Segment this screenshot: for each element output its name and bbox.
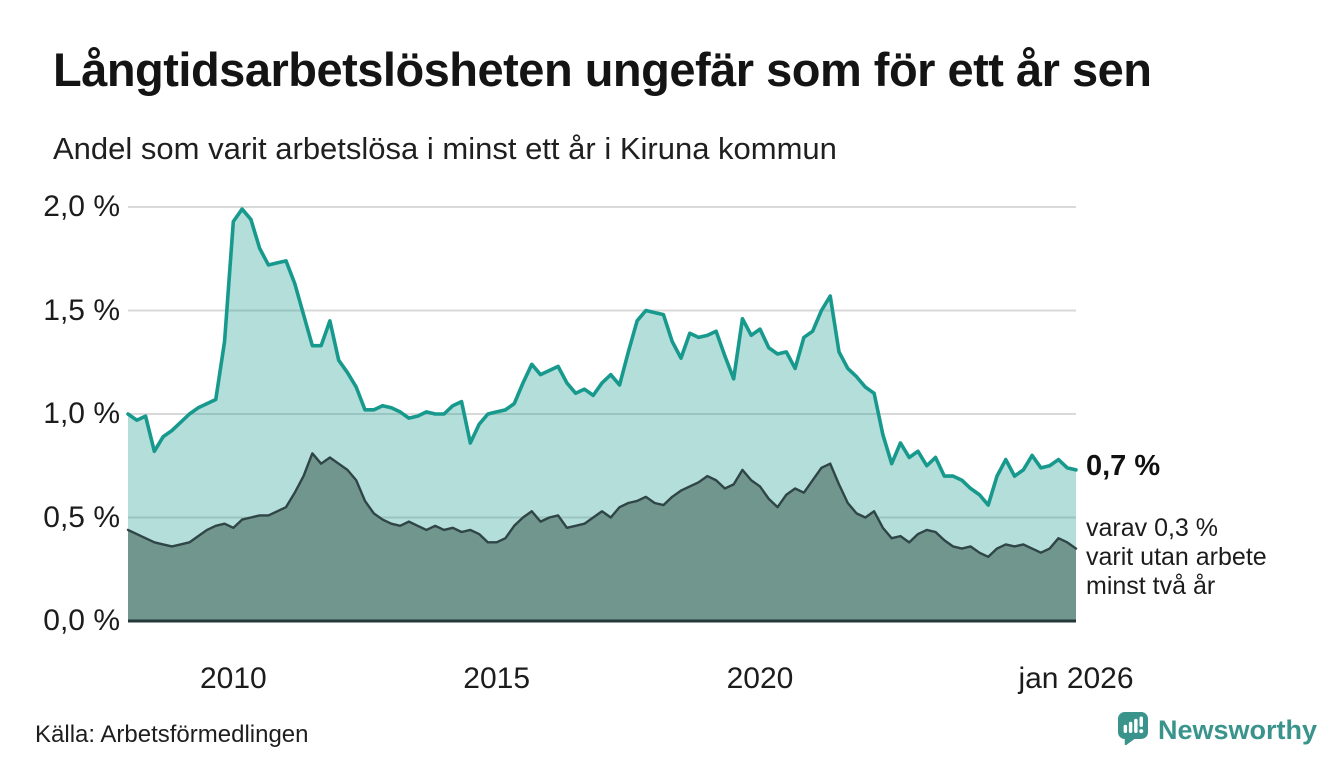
secondary-annotation-line: varav 0,3 % [1086, 514, 1219, 542]
area-fill-at-least-two-years [128, 453, 1077, 621]
secondary-annotation-line: varit utan arbete [1086, 543, 1267, 571]
line-at-least-two-years [126, 452, 1078, 559]
source-caption: Källa: Arbetsförmedlingen [35, 721, 309, 748]
x-tick-label: 2010 [199, 662, 267, 695]
newsworthy-logo-icon [1118, 712, 1148, 745]
latest-value-label: 0,7 % [1086, 450, 1161, 482]
newsworthy-logo[interactable]: Newsworthy [1118, 712, 1317, 748]
x-tick-label: 2020 [726, 662, 794, 695]
secondary-annotation-line: minst två år [1086, 572, 1216, 600]
y-tick-label: 2,0 % [43, 190, 120, 223]
x-tick-label: jan 2026 [1018, 662, 1134, 695]
x-tick-label: 2015 [463, 662, 531, 695]
newsworthy-logo-text: Newsworthy [1158, 715, 1318, 745]
page-title: Långtidsarbetslösheten ungefär som för e… [53, 43, 1152, 96]
line-at-least-one-year [126, 207, 1078, 507]
y-tick-label: 1,0 % [43, 397, 120, 430]
y-tick-label: 0,0 % [43, 604, 120, 637]
y-tick-label: 0,5 % [43, 500, 120, 534]
y-tick-label: 1,5 % [43, 293, 120, 327]
secondary-annotation: varav 0,3 % varit utan arbete minst två … [1086, 514, 1267, 601]
page-subtitle: Andel som varit arbetslösa i minst ett å… [53, 131, 837, 166]
